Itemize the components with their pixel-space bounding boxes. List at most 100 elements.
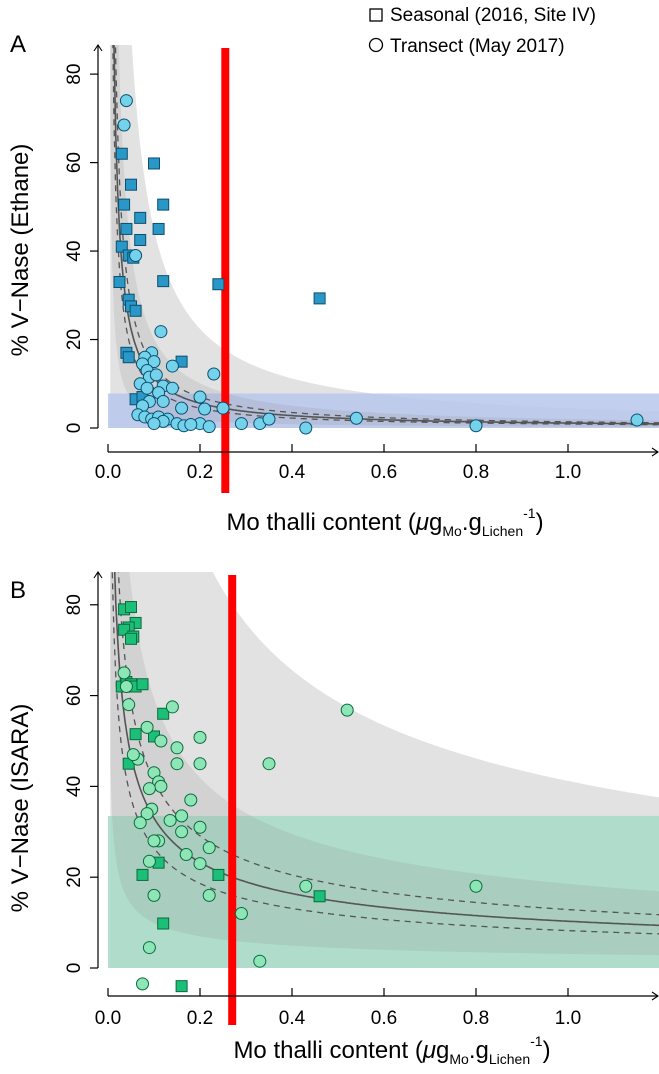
panel-a-threshold-line [221,48,230,493]
panel-b-point-transect [154,734,168,748]
panel-a-point-seasonal [122,351,135,364]
panel-a-point-seasonal [118,198,131,211]
panel-b-point-transect [142,854,156,868]
panel-b-point-seasonal [136,868,149,881]
panel-a-y-tick-label: 20 [64,329,85,350]
panel-a-point-transect [202,420,216,434]
panel-a-point-transect [184,417,198,431]
panel-a-y-tick-label: 0 [64,423,85,434]
panel-a-point-seasonal [125,178,137,191]
panel-b-point-seasonal [313,890,326,903]
panel-b-point-transect [179,847,193,861]
panel-a-x-axis-label: Mo thalli content (μgMo.gLichen-1) [226,505,543,539]
panel-a-plot-body [108,45,659,428]
panel-b-point-seasonal [157,917,170,930]
panel-a-x-tick-label: 0.8 [463,462,489,483]
panel-b-point-transect [469,879,483,893]
panel-b-y-axis-label: % V−Nase (ISARA) [7,704,34,913]
panel-b-point-seasonal [175,980,188,993]
panel-a-plot-area: 0 20 40 60 80 0.0 0.2 0.4 0.6 0.8 1.0 [64,44,659,493]
panel-a-point-seasonal [134,234,147,246]
panel-b-point-transect [170,741,184,755]
panel-a-x-tick-label: 1.0 [555,462,581,483]
panel-b-point-transect [234,907,248,921]
panel-a-point-transect [175,401,189,415]
panel-b-y-tick-label: 20 [64,867,85,888]
panel-a-point-transect [117,118,131,132]
panel-a-point-seasonal [115,240,128,253]
panel-a: A 0 20 40 60 80 0.0 0.2 0.4 0.6 0.8 1.0 % V−Nase (… [7,31,659,539]
panel-b-label: B [10,577,26,604]
panel-b-point-transect [119,680,133,694]
panel-b-point-transect [184,793,198,807]
panel-b-point-seasonal [125,632,137,645]
panel-a-y-tick-label: 80 [64,64,85,85]
panel-a-point-transect [216,401,230,415]
panel-b-point-seasonal [129,728,142,741]
panel-a-point-seasonal [212,278,225,291]
panel-a-x-tick-label: 0.4 [279,462,306,483]
panel-a-x-tick-label: 0.0 [95,462,121,483]
panel-b-point-transect [147,888,161,902]
panel-b-plot-area: 0 20 40 60 80 0.0 0.2 0.4 0.6 0.8 1.0 [64,571,659,1029]
panel-a-point-seasonal [129,304,142,317]
panel-b-y-tick-label: 40 [64,776,85,797]
panel-b-point-transect [193,820,207,834]
panel-a-point-transect [154,325,168,339]
panel-b-point-seasonal [212,868,225,881]
panel-a-point-seasonal [157,198,170,211]
panel-a-point-transect [299,421,313,435]
panel-a-point-transect [630,413,644,427]
legend-square-marker [369,8,383,22]
panel-b-point-transect [193,857,207,871]
panel-b-point-transect [163,813,177,827]
panel-b-x-tick-label: 0.2 [187,1008,213,1029]
panel-b-point-transect [175,809,189,823]
legend-entry-transect: Transect (May 2017) [390,36,565,57]
panel-b-x-tick-label: 0.8 [463,1008,489,1029]
panel-a-point-transect [234,417,248,431]
panel-a-point-seasonal [148,157,160,170]
panel-a-point-transect [129,248,143,262]
panel-b-point-transect [122,698,136,712]
panel-b-point-transect [154,779,168,793]
panel-b-point-transect [142,941,156,955]
panel-b-point-transect [140,720,154,734]
panel-a-point-transect [193,390,207,404]
panel-b-x-tick-label: 0.0 [95,1008,121,1029]
legend: Seasonal (2016, Site IV) Transect (May 2… [368,5,596,57]
panel-a-point-seasonal [120,222,133,235]
panel-a-point-transect [156,394,170,408]
panel-a-point-seasonal [113,276,126,289]
panel-a-prediction-band-outer [110,45,659,428]
panel-b-y-axis-arrow [93,571,103,579]
panel-a-x-axis-arrow [651,447,659,457]
panel-b-point-transect [202,841,216,855]
panel-a-point-transect [207,367,221,381]
panel-b-point-transect [142,782,156,796]
panel-a-point-transect [140,381,154,395]
panel-a-x-tick-label: 0.2 [187,462,213,483]
panel-b-point-transect [147,834,161,848]
panel-b-threshold-line [228,575,237,1025]
panel-b-x-tick-label: 0.4 [279,1008,306,1029]
panel-a-y-axis-label: % V−Nase (Ethane) [7,144,34,357]
panel-b-point-transect [165,700,179,714]
panel-b-point-transect [117,666,131,680]
panel-a-point-transect [262,412,276,426]
panel-b-y-tick-label: 80 [64,594,85,615]
panel-a-point-transect [165,359,179,373]
panel-b-point-transect [140,807,154,821]
panel-b-point-seasonal [136,678,149,691]
panel-b-point-transect [133,816,147,830]
panel-b-point-seasonal [157,707,170,720]
legend-entry-seasonal: Seasonal (2016, Site IV) [390,5,596,26]
panel-b-x-tick-label: 0.6 [371,1008,397,1029]
panel-b-point-transect [193,730,207,744]
panel-a-point-seasonal [313,292,326,305]
panel-b-point-seasonal [118,623,131,636]
panel-b-point-transect [126,748,140,762]
panel-a-point-transect [349,411,363,425]
panel-b-y-tick-label: 0 [64,963,85,974]
